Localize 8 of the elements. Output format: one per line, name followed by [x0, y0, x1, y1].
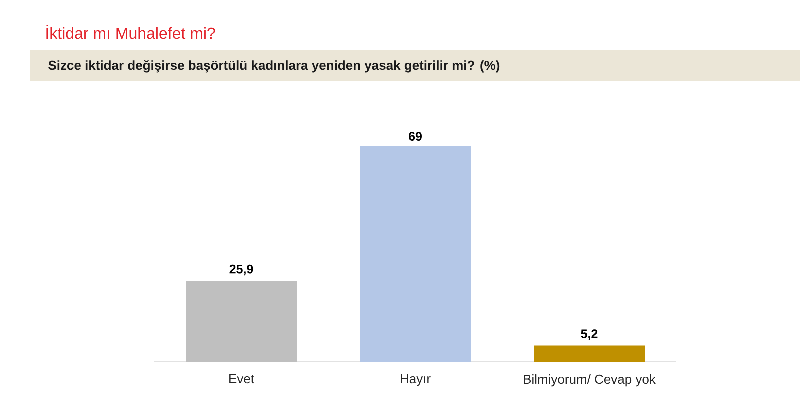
data-label: 5,2: [581, 330, 598, 340]
data-label: 69: [409, 132, 422, 141]
x-tick-label: Bilmiyorum/ Cevap yok: [524, 374, 656, 387]
x-tick-label: Hayır: [401, 374, 431, 386]
data-label: 25,9: [230, 264, 254, 276]
chart-subtitle: Sizce iktidar değişirse başörtülü kadınlara yeniden yasak getirilir mi? (%): [48, 60, 500, 73]
chart-title: İktidar mı Muhalefet mi?: [46, 25, 216, 40]
x-tick-label: Evet: [230, 374, 254, 384]
